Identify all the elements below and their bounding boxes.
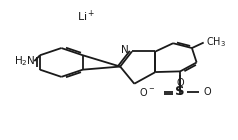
Text: $\mathregular{CH_3}$: $\mathregular{CH_3}$ [206,36,226,49]
Text: O: O [204,87,211,97]
Text: O$^-$: O$^-$ [139,86,155,98]
Text: S: S [175,85,185,98]
Text: O: O [176,78,184,88]
Text: N: N [121,45,129,55]
Text: Li$^+$: Li$^+$ [77,9,95,24]
Text: H$_2$N: H$_2$N [14,54,36,68]
